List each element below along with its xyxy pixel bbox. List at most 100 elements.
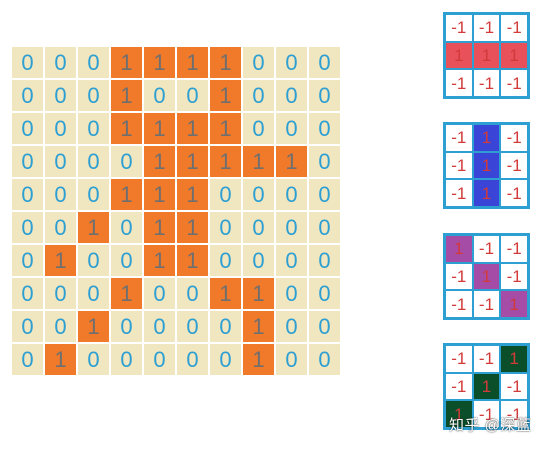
grid-cell: 1 [78,311,109,342]
grid-cell: 0 [243,80,274,111]
grid-cell: 0 [45,146,76,177]
grid-cell: 0 [12,311,43,342]
filter-cell: -1 [446,15,472,41]
grid-cell: 0 [210,311,241,342]
filter-diagonal-down: 1 -1 -1 -1 1 -1 -1 -1 1 [443,233,530,320]
grid-cell: 1 [177,245,208,276]
grid-cell: 0 [309,47,340,78]
filter-cell: -1 [501,125,527,151]
grid-cell: 0 [78,80,109,111]
grid-cell: 1 [177,146,208,177]
grid-cell: 0 [45,179,76,210]
grid-cell: 0 [111,146,142,177]
grid-cell: 0 [144,278,175,309]
grid-cell: 1 [111,179,142,210]
filter-cell: -1 [446,263,472,290]
filter-cell: -1 [501,180,527,206]
grid-cell: 0 [309,212,340,243]
grid-cell: 0 [243,47,274,78]
grid-cell: 0 [309,311,340,342]
grid-cell: 0 [45,80,76,111]
grid-cell: 0 [309,278,340,309]
filter-vertical: -1 1 -1 -1 1 -1 -1 1 -1 [443,122,530,209]
filter-cell: 1 [501,291,527,317]
grid-cell: 1 [243,146,274,177]
filter-cell: 1 [446,401,472,427]
grid-cell: 0 [276,212,307,243]
grid-cell: 0 [45,311,76,342]
grid-cell: 0 [111,311,142,342]
grid-cell: 0 [78,179,109,210]
filter-cell: -1 [446,291,472,317]
grid-cell: 1 [144,179,175,210]
grid-cell: 0 [12,179,43,210]
grid-cell: 1 [111,80,142,111]
filter-cell: -1 [473,291,500,317]
grid-cell: 1 [210,146,241,177]
grid-cell: 1 [111,278,142,309]
grid-cell: 0 [111,245,142,276]
grid-cell: 0 [78,278,109,309]
grid-cell: 1 [243,311,274,342]
grid-cell: 0 [276,278,307,309]
grid-cell: 1 [210,113,241,144]
grid-cell: 1 [144,245,175,276]
grid-cell: 0 [177,80,208,111]
grid-cell: 0 [111,212,142,243]
filter-cell: -1 [446,152,472,179]
filter-cell: 1 [446,236,472,262]
grid-cell: 1 [111,47,142,78]
filter-cell: -1 [446,346,472,372]
filter-cell: -1 [473,236,500,262]
filter-cell: -1 [446,70,472,96]
grid-cell: 0 [276,344,307,375]
filter-cell: -1 [473,70,500,96]
grid-cell: 0 [309,179,340,210]
filter-cell: 1 [473,373,500,400]
grid-cell: 1 [78,212,109,243]
grid-cell: 0 [177,311,208,342]
grid-cell: 0 [276,179,307,210]
grid-cell: 1 [210,80,241,111]
grid-cell: 1 [177,212,208,243]
grid-cell: 1 [243,278,274,309]
grid-cell: 0 [177,278,208,309]
grid-cell: 1 [177,179,208,210]
grid-cell: 0 [78,113,109,144]
grid-cell: 0 [45,113,76,144]
grid-cell: 0 [12,278,43,309]
grid-cell: 0 [45,278,76,309]
filter-cell: -1 [473,401,500,427]
grid-cell: 0 [12,212,43,243]
grid-cell: 1 [276,146,307,177]
grid-cell: 0 [243,113,274,144]
grid-cell: 0 [144,80,175,111]
grid-cell: 1 [45,344,76,375]
grid-cell: 0 [276,47,307,78]
grid-cell: 0 [177,344,208,375]
filter-cell: 1 [473,180,500,206]
filter-cell: -1 [501,236,527,262]
grid-cell: 0 [276,80,307,111]
filter-cell: 1 [473,125,500,151]
grid-cell: 0 [243,179,274,210]
grid-cell: 0 [243,212,274,243]
grid-cell: 1 [144,212,175,243]
grid-cell: 0 [12,47,43,78]
grid-cell: 0 [12,344,43,375]
grid-cell: 0 [78,47,109,78]
grid-cell: 1 [177,47,208,78]
grid-cell: 1 [210,47,241,78]
grid-cell: 0 [309,146,340,177]
filter-diagonal-up: -1 -1 1 -1 1 -1 1 -1 -1 [443,343,530,430]
grid-cell: 0 [210,245,241,276]
grid-cell: 0 [12,80,43,111]
grid-cell: 0 [111,344,142,375]
grid-cell: 0 [45,47,76,78]
grid-cell: 0 [309,245,340,276]
grid-cell: 1 [243,344,274,375]
grid-cell: 1 [45,245,76,276]
grid-cell: 1 [210,278,241,309]
grid-cell: 0 [276,245,307,276]
grid-cell: 1 [144,113,175,144]
